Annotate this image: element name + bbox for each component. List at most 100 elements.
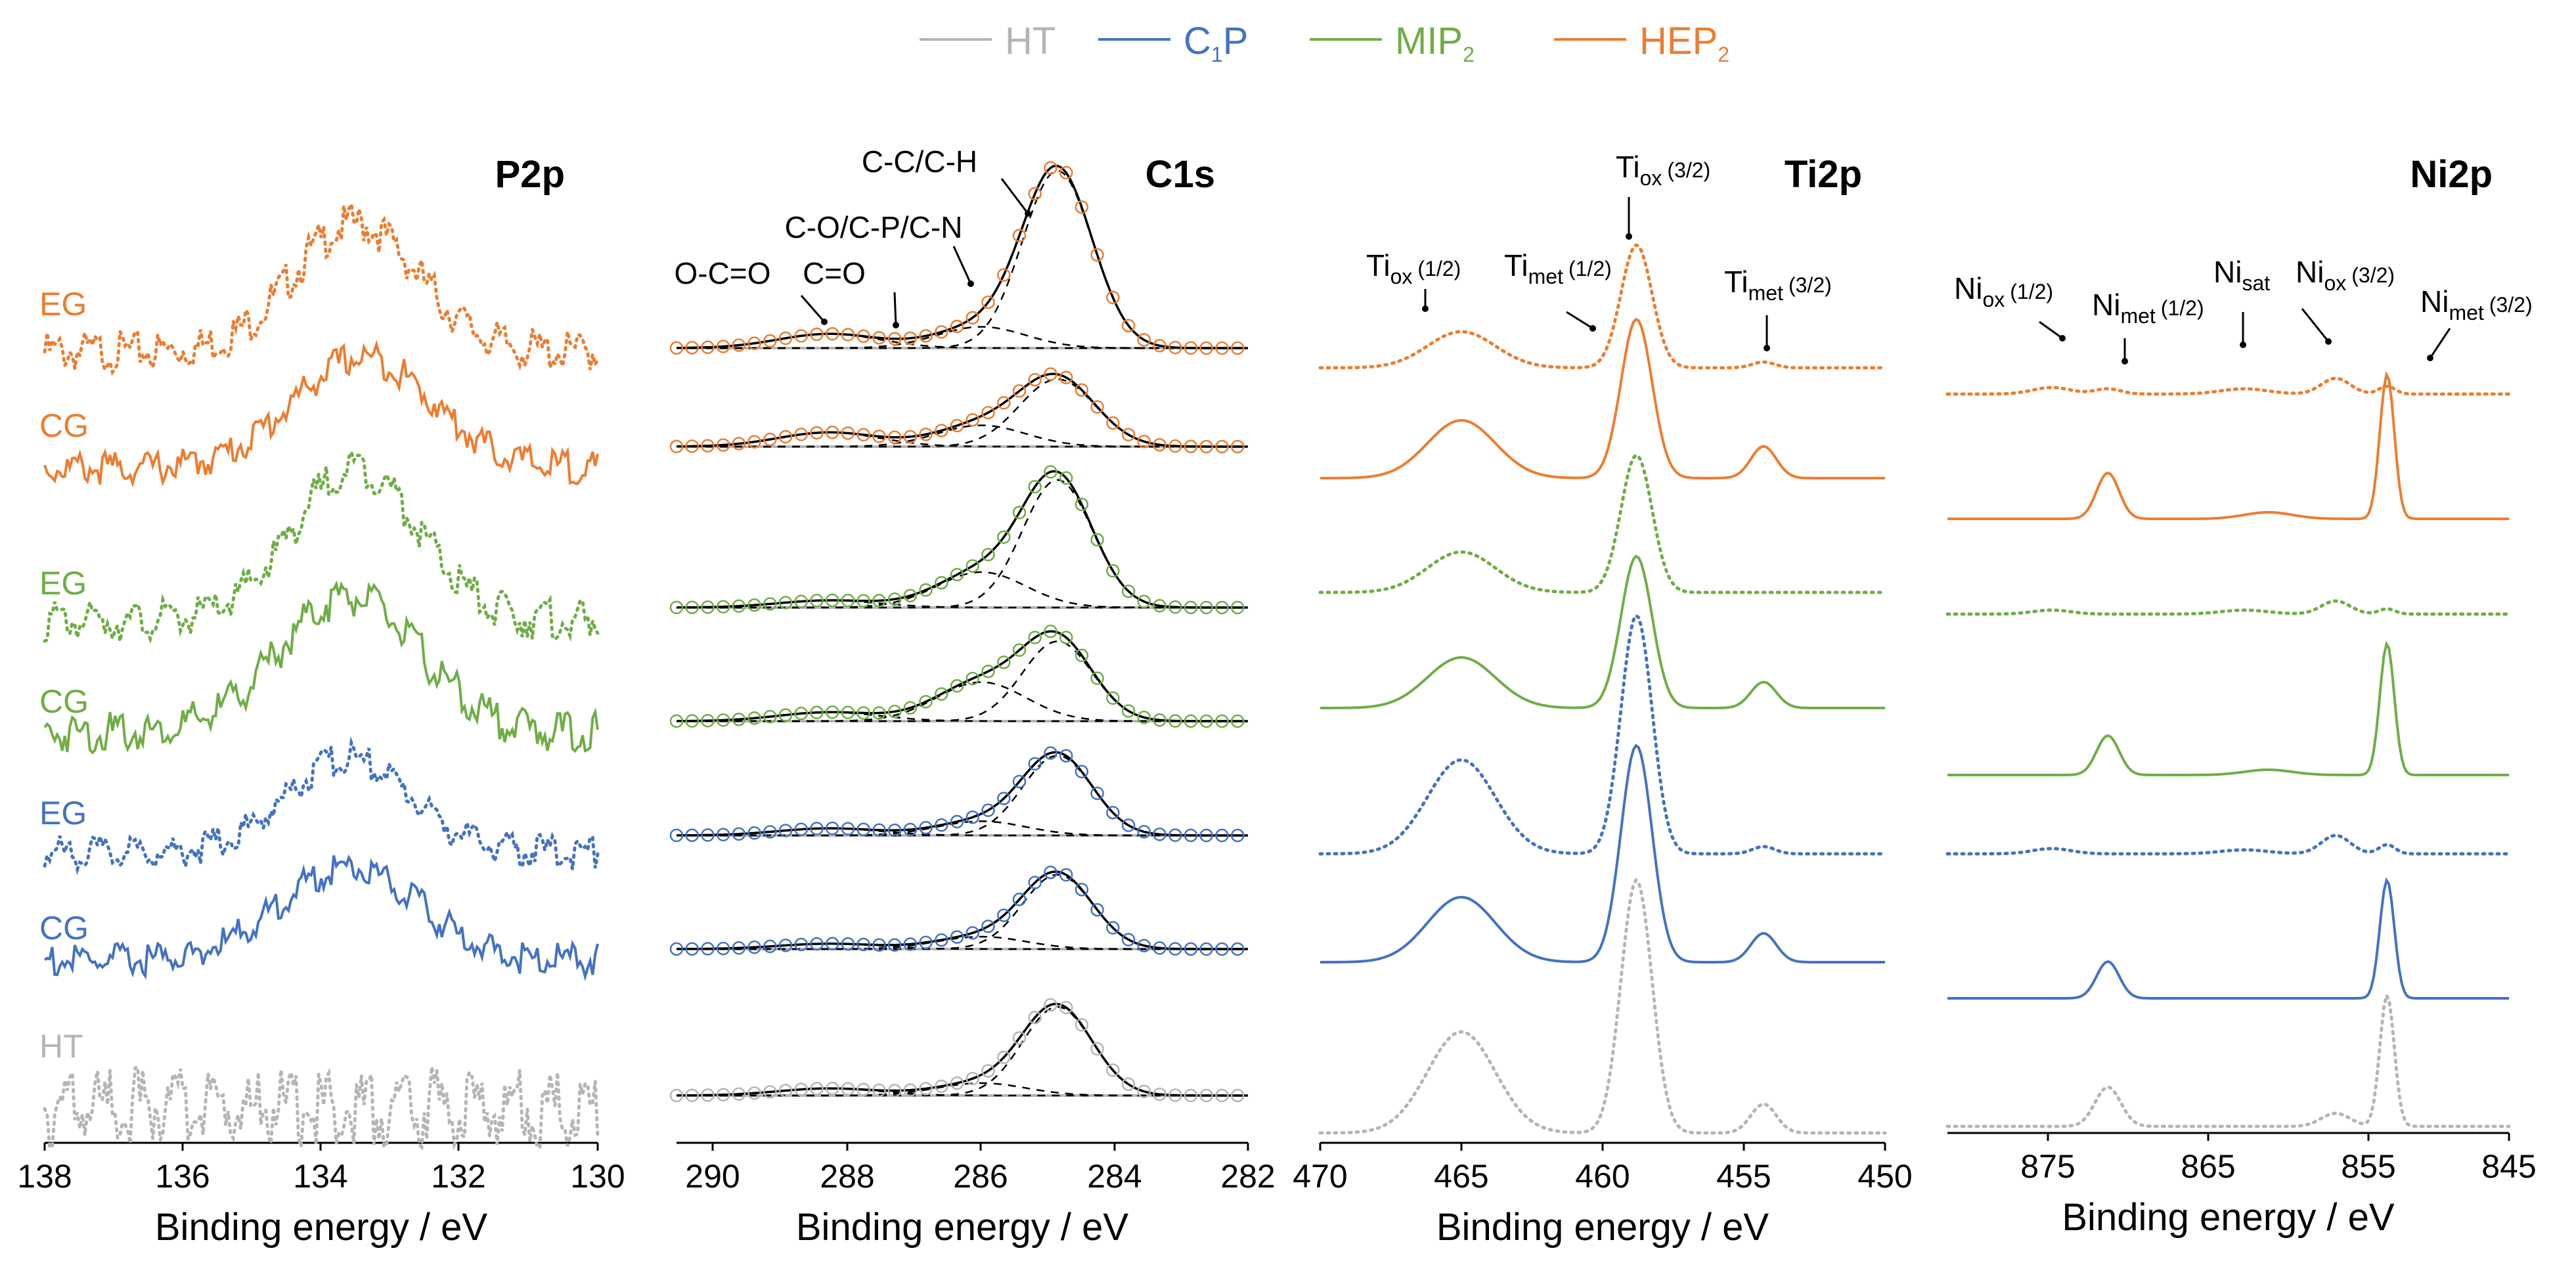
data-marker-MIP2-CG <box>1044 624 1057 638</box>
fit-envelope-MIP2-CG <box>676 630 1248 722</box>
fit-component-C1P-CG <box>677 935 1248 950</box>
trace-MIP2-CG <box>43 580 599 755</box>
x-tick-label: 286 <box>953 1158 1008 1195</box>
legend: HT C1P MIP2 HEP2 <box>920 20 1729 66</box>
data-marker-C1P-EG <box>856 822 870 837</box>
data-marker-MIP2-EG <box>1059 471 1073 485</box>
data-marker-HEP2-CG <box>685 439 699 453</box>
data-marker-C1P-EG <box>1075 765 1089 779</box>
data-marker-HT <box>1199 1088 1213 1103</box>
data-marker-MIP2-EG <box>1075 497 1089 512</box>
peak-annotation-label: Nimet (1/2) <box>2092 288 2204 328</box>
data-marker-HEP2-EG <box>763 334 777 348</box>
data-marker-C1P-EG <box>1106 805 1120 820</box>
data-marker-HEP2-CG <box>1184 439 1198 454</box>
data-marker-MIP2-CG <box>826 705 839 719</box>
data-marker-HEP2-CG <box>778 430 793 444</box>
data-marker-MIP2-CG <box>919 695 933 709</box>
data-marker-HEP2-CG <box>919 428 933 441</box>
data-marker-HEP2-CG <box>1106 416 1120 430</box>
data-marker-HEP2-EG <box>1215 341 1229 355</box>
data-marker-C1P-EG <box>1168 828 1182 842</box>
data-marker-C1P-EG <box>763 825 777 839</box>
data-marker-MIP2-EG <box>1106 564 1120 578</box>
data-marker-C1P-CG <box>950 930 964 944</box>
legend-label-mip2: MIP2 <box>1395 20 1475 66</box>
trace-MIP2-EG <box>43 447 600 644</box>
data-marker-HT <box>1059 1000 1073 1015</box>
data-marker-MIP2-CG <box>966 671 980 686</box>
data-marker-HT <box>794 1082 809 1096</box>
data-marker-HEP2-EG <box>950 319 964 334</box>
data-marker-HEP2-CG <box>997 396 1011 410</box>
data-marker-C1P-EG <box>1153 828 1166 841</box>
panel-c1s: 290 288 286 284 282 Binding energy / eV C1s C-C… <box>669 144 1276 1249</box>
peak-annotation-arrow <box>1000 178 1029 214</box>
data-marker-HEP2-EG <box>1168 340 1182 355</box>
x-tick-label: 290 <box>685 1158 740 1195</box>
data-marker-C1P-EG <box>1044 746 1057 760</box>
data-marker-MIP2-CG <box>732 712 746 726</box>
peak-annotation-arrowhead <box>2240 342 2246 348</box>
data-marker-HEP2-EG <box>872 331 886 345</box>
data-marker-HT <box>716 1088 730 1102</box>
data-marker-MIP2-EG <box>810 594 824 608</box>
data-marker-C1P-EG <box>778 824 793 837</box>
peak-annotation-label: C-C/C-H <box>862 144 977 179</box>
trace-C1P-CG <box>1320 743 1885 964</box>
data-marker-HT <box>1028 1010 1042 1025</box>
data-marker-C1P-CG <box>669 942 684 956</box>
fit-envelope-HEP2-CG <box>676 372 1248 448</box>
data-marker-C1P-CG <box>685 942 699 956</box>
data-marker-HEP2-CG <box>1199 439 1213 454</box>
data-marker-MIP2-CG <box>794 707 809 721</box>
x-tick-label: 450 <box>1857 1158 1912 1195</box>
data-marker-HT <box>841 1082 855 1096</box>
peak-annotation-arrowhead <box>2325 338 2332 345</box>
data-marker-MIP2-EG <box>1153 599 1166 613</box>
data-marker-C1P-EG <box>1215 828 1229 843</box>
peak-annotation-label: Tiox (3/2) <box>1616 150 1710 190</box>
data-marker-HEP2-CG <box>1137 434 1151 449</box>
data-marker-C1P-CG <box>826 937 839 951</box>
data-marker-HT <box>935 1079 948 1094</box>
data-marker-HT <box>1121 1077 1136 1092</box>
data-marker-HEP2-EG <box>1184 341 1198 355</box>
data-marker-C1P-EG <box>732 827 746 841</box>
x-axis-label: Binding energy / eV <box>2062 1196 2395 1239</box>
data-marker-C1P-EG <box>826 821 839 835</box>
data-marker-MIP2-EG <box>997 530 1011 544</box>
data-marker-MIP2-EG <box>732 599 746 613</box>
data-marker-MIP2-EG <box>685 600 699 614</box>
data-marker-HT <box>856 1082 870 1097</box>
data-marker-MIP2-CG <box>1106 691 1120 705</box>
data-marker-C1P-EG <box>1230 828 1245 843</box>
peak-annotation-arrow <box>1566 311 1593 330</box>
data-marker-HT <box>1230 1088 1245 1103</box>
x-tick-label: 132 <box>431 1158 485 1195</box>
data-marker-HT <box>1090 1042 1104 1056</box>
data-marker-HT <box>1153 1087 1166 1101</box>
data-marker-C1P-EG <box>1137 825 1151 839</box>
data-marker-C1P-CG <box>747 940 761 954</box>
data-marker-MIP2-CG <box>935 687 948 701</box>
x-tick-label: 138 <box>17 1158 72 1195</box>
x-tick-label: 460 <box>1575 1158 1630 1195</box>
data-marker-MIP2-EG <box>701 600 715 614</box>
trace-HEP2-CG <box>43 340 599 488</box>
data-marker-HT <box>701 1088 715 1102</box>
data-marker-HEP2-EG <box>903 331 918 345</box>
data-marker-HT <box>997 1050 1011 1065</box>
data-marker-HEP2-EG <box>919 329 933 343</box>
data-marker-HT <box>1044 998 1057 1012</box>
data-marker-HT <box>981 1064 995 1078</box>
trace-label-eg: EG <box>39 565 87 602</box>
data-marker-C1P-CG <box>1028 876 1042 890</box>
fit-component-MIP2-CG <box>677 640 1248 722</box>
x-axis-label: Binding energy / eV <box>796 1206 1129 1249</box>
x-tick-label: 845 <box>2481 1148 2536 1185</box>
data-marker-HEP2-EG <box>685 341 699 355</box>
x-tick-label: 455 <box>1716 1158 1771 1195</box>
data-marker-MIP2-EG <box>1184 600 1198 615</box>
